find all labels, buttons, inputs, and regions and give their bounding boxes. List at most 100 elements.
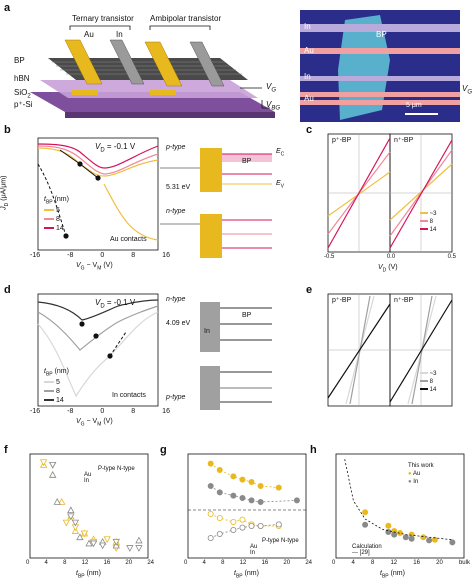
sio2-label: SiO2 [14, 88, 31, 100]
legend-title: tBP (nm) [44, 196, 69, 206]
bp-layer [48, 58, 248, 80]
micro-in-label-2: In [304, 72, 311, 81]
micro-vg-label: VG [462, 84, 473, 96]
point-vf [79, 321, 85, 327]
device-schematic [30, 25, 275, 118]
bp-label: BP [14, 56, 25, 65]
data-point [135, 536, 143, 544]
au-label: Au [84, 30, 94, 39]
iv-14nm-right [389, 139, 453, 249]
vbg-label: VBG [266, 100, 281, 112]
ev-label: EV [276, 180, 285, 190]
legend-title: This work [408, 463, 434, 469]
curve-5nm [37, 311, 159, 398]
hbn-label: hBN [14, 74, 30, 83]
x-ticks: 0 4 8 12 16 20 24 [184, 560, 312, 566]
data-point [76, 533, 84, 541]
in-band-label: In [204, 328, 210, 335]
data-point [207, 460, 214, 467]
data-point [239, 476, 246, 483]
left-title: p⁺-BP [332, 137, 352, 144]
data-point [293, 497, 300, 504]
y-axis-label: JD (μA/μm) [0, 175, 10, 210]
data-point [49, 461, 57, 469]
legend-item: 8 [420, 378, 437, 386]
ternary-label: Ternary transistor [72, 14, 134, 23]
data-point [126, 545, 134, 552]
legend-item: 5 [44, 378, 64, 387]
data-point [402, 534, 409, 541]
data-point [248, 523, 255, 530]
panel-c: c p⁺-BP n⁺-BP ~3 8 14 -0.5 0.0 0.5 VD (V) [306, 124, 474, 284]
legend-title: tBP (nm) [44, 368, 69, 378]
bp-band-label: BP [242, 158, 252, 165]
iv-14nm-right [389, 299, 453, 403]
panel-f-chart [29, 453, 149, 559]
panel-b: b VD = -0.1 V tBP (nm) 5 8 14 Au contact… [0, 124, 300, 284]
legend: ~3 8 14 [420, 370, 437, 394]
band-au-block-2 [200, 214, 222, 258]
data-point [449, 539, 456, 546]
panel-g: g 0 4 8 12 16 20 24 tBP (nm) P-type N-type Au I… [158, 444, 316, 583]
curve-8nm [37, 305, 159, 351]
in-electrode-1 [109, 39, 145, 85]
right-title: n⁺-BP [394, 297, 414, 304]
data-point [216, 466, 223, 473]
data-point [53, 498, 61, 505]
data-point [275, 484, 282, 491]
x-ticks: -0.5 0.0 0.5 [324, 254, 456, 260]
panel-f: f 0 4 8 12 16 20 24 tBP (nm) P-type N-type Au I… [0, 444, 158, 583]
scale-label: 5 μm [406, 102, 422, 109]
x-ticks: 0 4 8 12 16 20 bulk [332, 560, 470, 566]
micro-bp-label: BP [376, 30, 387, 39]
legend: This work ● Au ● In [408, 462, 434, 486]
ambipolar-label: Ambipolar transistor [150, 14, 222, 23]
legend: ~3 8 14 [420, 210, 437, 234]
x-ticks: -16 -8 0 8 16 [30, 408, 170, 415]
substrate-front [65, 112, 275, 118]
micro-in-label-1: In [304, 22, 311, 31]
data-point [112, 538, 120, 546]
right-title: n⁺-BP [394, 137, 414, 144]
panel-c-chart [327, 133, 453, 253]
legend: 5 8 14 [44, 378, 64, 405]
data-point [397, 530, 404, 537]
data-point [257, 483, 264, 490]
curve-5nm-low [103, 183, 159, 241]
x-axis-label: VD (V) [378, 264, 398, 274]
data-point [80, 530, 89, 538]
dashed-trace [109, 331, 127, 357]
ntype-label: n-type [166, 208, 186, 215]
data-point [230, 473, 237, 480]
legend-item: 8 [420, 218, 437, 226]
optical-micrograph: In Au In Au BP 5 μm [300, 10, 460, 122]
vd-label: VD = -0.1 V [95, 142, 136, 154]
point-low [63, 233, 69, 239]
panel-f-label: f [4, 444, 8, 456]
legend: 5 8 14 [44, 206, 64, 233]
band-in-block [200, 302, 220, 352]
contacts-label: Au contacts [110, 236, 147, 243]
panel-e-chart [327, 293, 453, 407]
in-label: In [116, 30, 123, 39]
data-point [49, 470, 57, 478]
data-point [420, 534, 427, 541]
data-point [85, 539, 93, 547]
band-in-block-2 [200, 366, 220, 410]
x-axis-label: tBP (nm) [380, 570, 405, 580]
data-point [207, 535, 214, 542]
panel-a-label: a [4, 2, 11, 14]
data-point [391, 531, 398, 538]
panel-b-chart [37, 137, 272, 258]
data-point [362, 521, 369, 528]
dashed-trace [37, 163, 67, 237]
panel-d: d VD = -0.1 V tBP (nm) 5 8 14 In contact… [0, 284, 300, 444]
series-line [210, 463, 279, 488]
phim-value: 5.31 eV [166, 184, 191, 191]
data-point [216, 515, 223, 522]
legend-item: 14 [420, 226, 437, 234]
point-vm [95, 175, 101, 181]
vd-label: VD = -0.1 V [95, 298, 136, 310]
data-point [67, 513, 75, 521]
data-point [98, 542, 107, 550]
